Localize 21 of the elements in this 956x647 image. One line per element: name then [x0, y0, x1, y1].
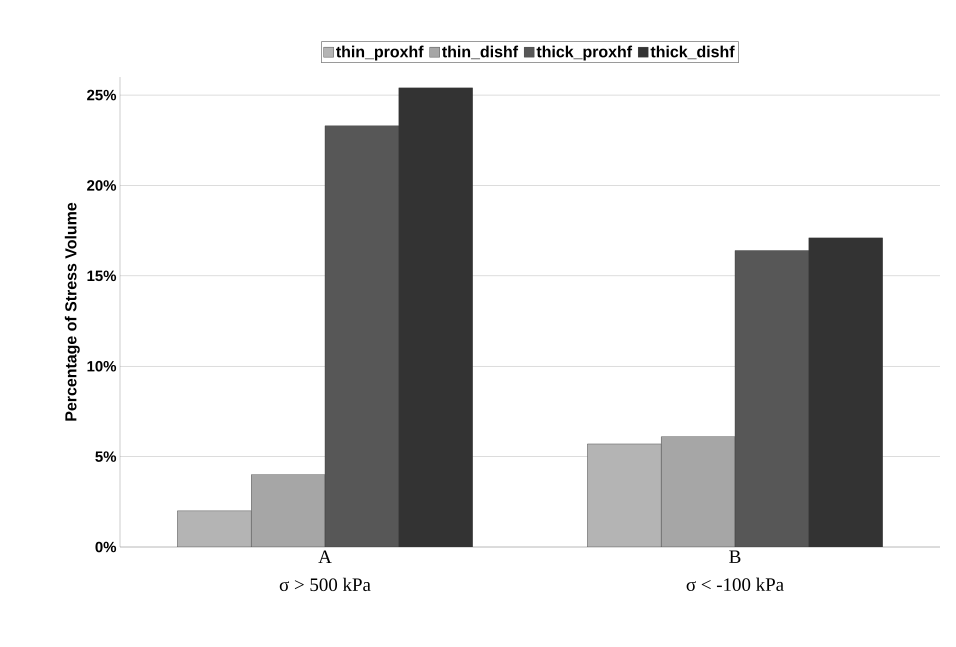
bar [251, 474, 326, 547]
bar [177, 510, 252, 547]
legend-label: thin_proxhf [336, 46, 424, 61]
legend-label: thin_dishf [442, 46, 518, 60]
y-tick-label: 10% [88, 360, 116, 372]
y-tick-label: 0% [95, 542, 116, 552]
bar [661, 436, 736, 547]
x-tick-label: B [729, 550, 740, 563]
bar [587, 444, 662, 547]
y-tick-label: 25% [87, 90, 116, 100]
legend-label: thick_dishf [650, 46, 735, 60]
legend-label: thick_proxhf [536, 46, 632, 61]
text: σ > 500 kPa [280, 578, 371, 592]
y-tick-label: 5% [95, 451, 116, 462]
x-tick-label: A [318, 550, 332, 564]
y-tick-label: 20% [87, 180, 116, 191]
y-axis-title: Percentage of Stress Volume [64, 202, 80, 421]
bar [734, 250, 810, 547]
text: σ < -100 kPa [686, 578, 784, 591]
y-tick-label: 15% [88, 270, 116, 282]
bar [324, 126, 400, 547]
